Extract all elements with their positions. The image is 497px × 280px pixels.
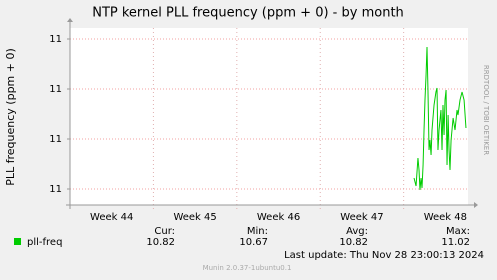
- stat-value: 10.82: [146, 237, 175, 248]
- last-update: Last update: Thu Nov 28 23:00:13 2024: [284, 250, 484, 261]
- stat-header: Avg:: [346, 226, 368, 237]
- data-line: [413, 46, 467, 191]
- stat-header: Max:: [446, 226, 470, 237]
- y-tick-label: 11: [49, 34, 62, 45]
- axis-arrow: [474, 202, 478, 208]
- stat-value: 10.67: [239, 237, 268, 248]
- x-tick-label: Week 46: [257, 212, 300, 223]
- y-tick-label: 11: [49, 134, 62, 145]
- stat-value: 10.82: [339, 237, 368, 248]
- x-tick-label: Week 45: [173, 212, 216, 223]
- x-tick-label: Week 47: [340, 212, 383, 223]
- legend-swatch: [14, 238, 21, 245]
- side-label: RRDTOOL / TOBI OETIKER: [482, 65, 490, 155]
- axis-arrow: [67, 18, 73, 22]
- stat-header: Min:: [247, 226, 268, 237]
- y-tick-label: 11: [49, 184, 62, 195]
- stat-header: Cur:: [154, 226, 175, 237]
- x-tick-label: Week 48: [424, 212, 467, 223]
- x-tick-label: Week 44: [90, 212, 133, 223]
- y-tick-label: 11: [49, 84, 62, 95]
- legend-label: pll-freq: [27, 237, 62, 248]
- stat-value: 11.02: [441, 237, 470, 248]
- plot-area: [70, 28, 468, 205]
- y-axis-label: PLL frequency (ppm + 0): [4, 48, 17, 186]
- chart-title: NTP kernel PLL frequency (ppm + 0) - by …: [92, 6, 404, 21]
- footer: Munin 2.0.37-1ubuntu0.1: [203, 264, 292, 272]
